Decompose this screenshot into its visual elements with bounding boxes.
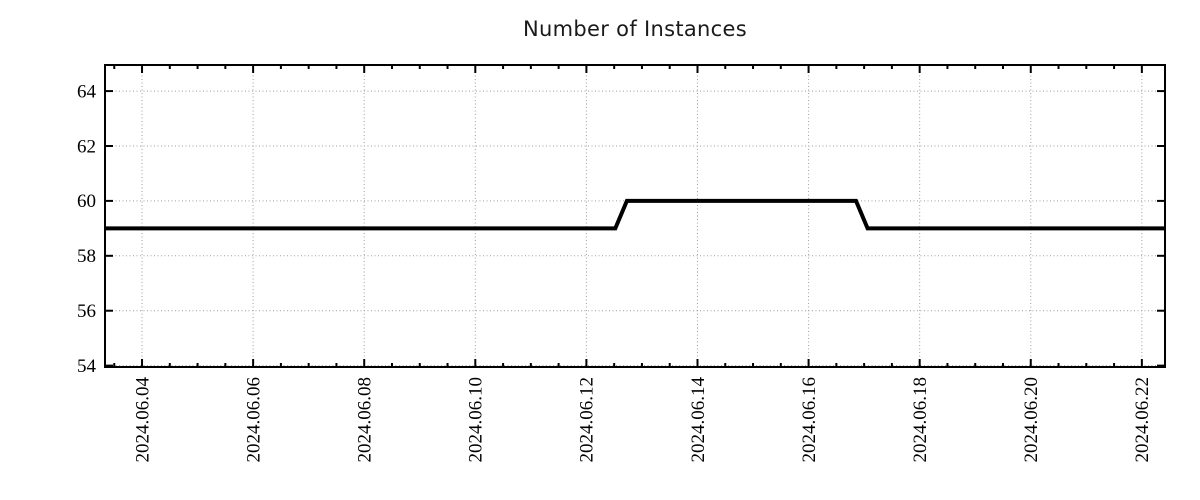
grid-lines xyxy=(105,65,1165,367)
tick-marks xyxy=(105,65,1165,367)
x-tick-label: 2024.06.10 xyxy=(466,377,487,463)
y-tick-label: 64 xyxy=(77,81,97,102)
plot-border xyxy=(104,64,1166,368)
y-tick-label: 58 xyxy=(77,246,96,267)
y-tick-label: 60 xyxy=(77,191,96,212)
y-tick-labels: 54 56 58 60 62 64 xyxy=(77,81,97,377)
chart-title: Number of Instances xyxy=(523,17,747,41)
x-tick-label: 2024.06.20 xyxy=(1021,377,1042,463)
x-tick-label: 2024.06.06 xyxy=(243,377,264,463)
x-tick-label: 2024.06.08 xyxy=(354,377,375,463)
y-tick-label: 54 xyxy=(77,356,97,377)
y-tick-label: 62 xyxy=(77,136,96,157)
y-tick-label: 56 xyxy=(77,301,96,322)
x-tick-label: 2024.06.16 xyxy=(799,377,820,463)
x-tick-label: 2024.06.04 xyxy=(132,377,153,463)
x-tick-label: 2024.06.22 xyxy=(1132,377,1153,463)
x-tick-label: 2024.06.14 xyxy=(688,377,709,463)
x-tick-labels: 2024.06.04 2024.06.06 2024.06.08 2024.06.10… xyxy=(132,377,1153,463)
x-tick-label: 2024.06.12 xyxy=(577,377,598,463)
series-line-instances xyxy=(105,198,1165,231)
x-tick-label: 2024.06.18 xyxy=(910,377,931,463)
